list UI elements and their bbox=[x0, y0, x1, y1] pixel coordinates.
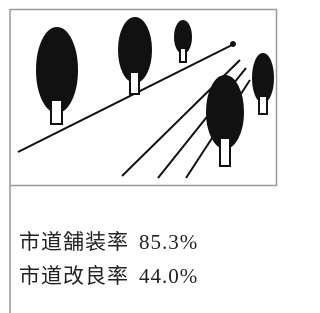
stat-row: 市道改良率 44.0% bbox=[19, 260, 198, 290]
stat-label: 市道改良率 bbox=[19, 264, 129, 288]
stat-label: 市道舗装率 bbox=[19, 230, 129, 254]
panel: 市道舗装率 85.3% 市道改良率 44.0% bbox=[0, 0, 281, 313]
stat-value: 85.3% bbox=[139, 230, 198, 254]
stat-value: 44.0% bbox=[139, 264, 198, 288]
stat-row: 市道舗装率 85.3% bbox=[19, 226, 198, 256]
